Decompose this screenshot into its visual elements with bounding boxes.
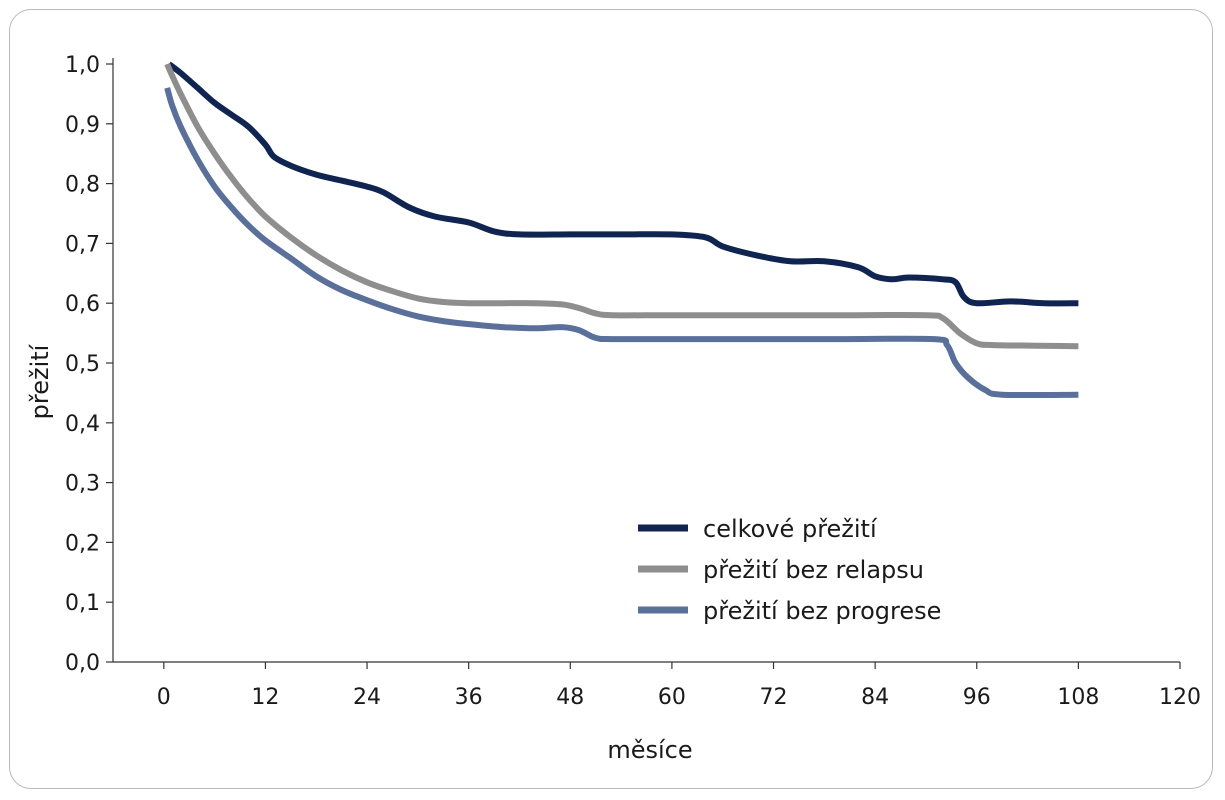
legend-label-1: přežití bez relapsu	[703, 556, 924, 584]
y-tick-label: 0,2	[65, 531, 100, 556]
y-tick-label: 1,0	[65, 53, 100, 78]
y-tick-label: 0,4	[65, 412, 100, 437]
legend-label-2: přežití bez progrese	[703, 597, 941, 625]
x-tick-label: 72	[760, 685, 788, 710]
x-tick-label: 84	[861, 685, 889, 710]
y-axis-title: přežití	[26, 343, 54, 419]
x-axis-title: měsíce	[607, 736, 692, 764]
x-ticks: 0 12 24 36 48 60 72 84 96 108 120	[157, 662, 1201, 710]
y-tick-label: 0,5	[65, 352, 100, 377]
series-line-0	[167, 61, 1079, 307]
x-tick-label: 48	[556, 685, 584, 710]
x-tick-label: 120	[1159, 685, 1201, 710]
y-tick-label: 0,0	[65, 651, 100, 676]
y-tick-label: 0,3	[65, 472, 100, 497]
y-ticks: 0,0 0,1 0,2 0,3 0,4 0,5 0,6 0,7 0,8 0,9 1,0	[65, 53, 113, 676]
series-lines	[164, 61, 1079, 399]
x-tick-label: 60	[658, 685, 686, 710]
series-line-1	[164, 62, 1079, 350]
y-tick-label: 0,7	[65, 232, 100, 257]
x-tick-label: 0	[157, 685, 171, 710]
x-tick-label: 36	[455, 685, 483, 710]
legend: celkové přežití přežití bez relapsu přež…	[638, 515, 941, 625]
legend-label-0: celkové přežití	[703, 515, 878, 543]
y-tick-label: 0,8	[65, 173, 100, 198]
y-tick-label: 0,6	[65, 292, 100, 317]
axes	[112, 58, 1180, 663]
y-tick-label: 0,1	[65, 591, 100, 616]
x-tick-label: 96	[963, 685, 991, 710]
x-tick-label: 24	[353, 685, 381, 710]
series-line-2	[164, 87, 1079, 399]
chart-frame	[9, 9, 1213, 789]
y-tick-label: 0,9	[65, 113, 100, 138]
x-tick-label: 108	[1057, 685, 1099, 710]
x-tick-label: 12	[251, 685, 279, 710]
